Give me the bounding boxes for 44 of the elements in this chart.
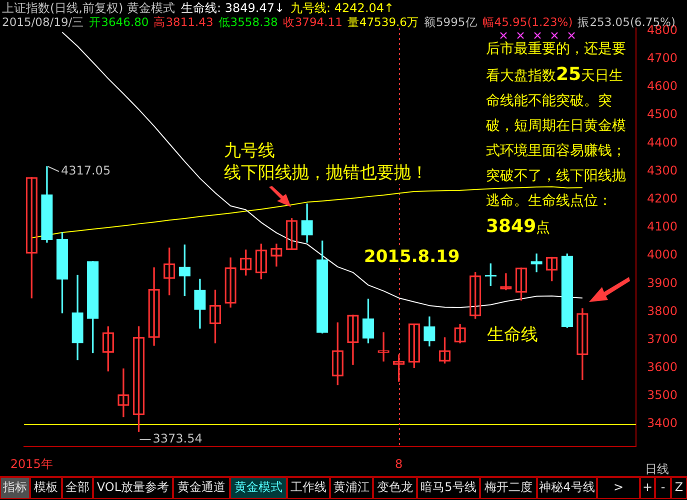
y-tick-label: 4500 — [647, 107, 678, 122]
text: 梅开二度 — [480, 477, 537, 499]
y-tick-label: 4300 — [647, 163, 678, 178]
text: 工作线 — [287, 477, 330, 499]
annotation: 生命线 — [487, 324, 538, 346]
text: Z — [671, 477, 687, 499]
text: 后市最重要的，还是要看大盘指数25天日生命线能不能突破。突破，短周期在日黄金模式环境里面容易赚钱；突破不了，线下阳线抛逃命。生命线点位：3849点 — [486, 41, 626, 237]
text: VOL放量参考 — [93, 477, 173, 499]
y-tick-label: 4400 — [647, 135, 678, 150]
x-tick-label: 2015年 — [10, 456, 53, 471]
text: 暗马5号线 — [417, 477, 480, 499]
text: 黄金模式 — [230, 477, 287, 499]
chart-title: 上证指数(日线,前复权) 黄金模式 — [2, 1, 175, 15]
text: 日线 — [645, 461, 669, 478]
y-tick-label: 3500 — [647, 388, 678, 402]
y-tick-label: 3800 — [647, 304, 678, 318]
text: + — [640, 477, 655, 499]
text: 指标 — [0, 477, 30, 499]
y-tick-label: 3900 — [647, 276, 678, 290]
y-tick-label: 3600 — [647, 360, 678, 374]
candlestick — [530, 254, 542, 272]
text: 九号线: 4242.04↑ — [290, 1, 394, 15]
text: 生命线: 3849.47↓ — [181, 1, 285, 15]
annotation: 2015.8.19 — [364, 247, 460, 267]
text: 黄金通道 — [173, 477, 230, 499]
text: 变色龙 — [373, 477, 417, 499]
text: 全部 — [62, 477, 93, 499]
text: 神秘4号线 — [537, 477, 597, 499]
text: > — [597, 477, 640, 499]
annotation: 3373.54 — [152, 432, 202, 446]
y-tick-label: 4600 — [647, 79, 678, 94]
y-tick-label: 4000 — [647, 248, 678, 262]
annotation: 线下阳线抛，抛错也要抛！ — [224, 162, 428, 184]
annotation: 九号线 — [224, 140, 275, 162]
text: 模板 — [30, 477, 62, 499]
annotation: 4317.05 — [60, 164, 111, 178]
y-tick-label: 3700 — [647, 332, 678, 346]
text: 黄浦江 — [330, 477, 373, 499]
text: - — [655, 477, 671, 499]
y-tick-label: 4100 — [647, 220, 678, 234]
y-tick-label: 3400 — [647, 416, 678, 430]
y-tick-label: 4700 — [647, 51, 678, 66]
x-tick-label: 8 — [395, 456, 403, 471]
y-tick-label: 4200 — [647, 192, 678, 206]
